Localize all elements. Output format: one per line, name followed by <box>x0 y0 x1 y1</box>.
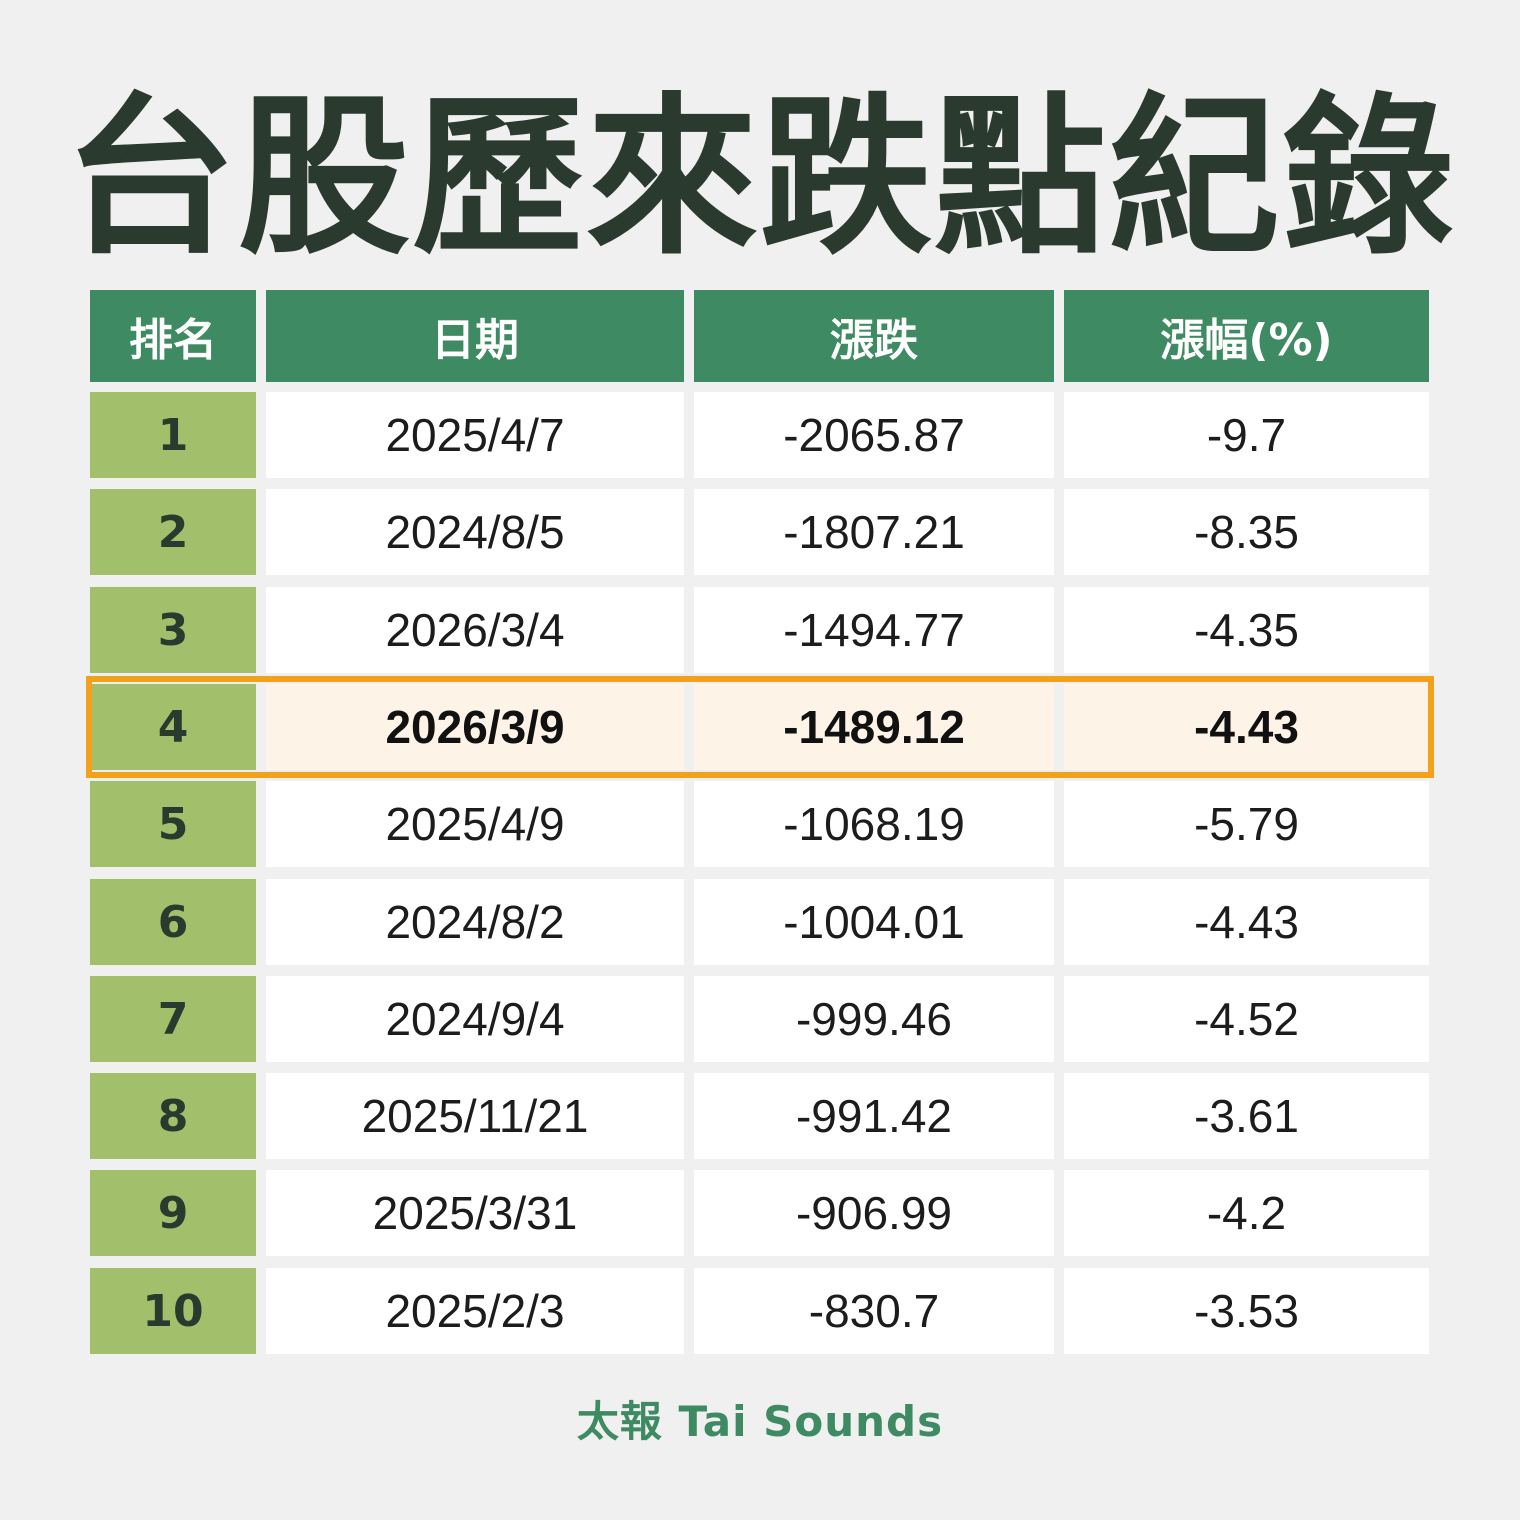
cell-date: 2025/11/21 <box>266 1073 684 1159</box>
cell-change: -1004.01 <box>694 879 1054 965</box>
cell-rank: 1 <box>90 392 256 478</box>
cell-date: 2025/4/7 <box>266 392 684 478</box>
cell-percent: -5.79 <box>1064 781 1429 867</box>
cell-percent: -4.2 <box>1064 1170 1429 1256</box>
cell-change: -1494.77 <box>694 587 1054 673</box>
cell-date: 2026/3/9 <box>266 684 684 770</box>
cell-rank: 3 <box>90 587 256 673</box>
header-rank: 排名 <box>90 290 256 382</box>
cell-percent: -3.53 <box>1064 1268 1429 1354</box>
cell-rank: 9 <box>90 1170 256 1256</box>
cell-change: -1068.19 <box>694 781 1054 867</box>
cell-date: 2024/8/5 <box>266 489 684 575</box>
cell-change: -1807.21 <box>694 489 1054 575</box>
header-date: 日期 <box>266 290 684 382</box>
page-title: 台股歷來跌點紀錄 <box>64 77 1456 278</box>
cell-percent: -3.61 <box>1064 1073 1429 1159</box>
cell-change: -1489.12 <box>694 684 1054 770</box>
cell-rank: 10 <box>90 1268 256 1354</box>
cell-rank: 8 <box>90 1073 256 1159</box>
cell-rank: 2 <box>90 489 256 575</box>
cell-rank: 5 <box>90 781 256 867</box>
cell-date: 2025/3/31 <box>266 1170 684 1256</box>
cell-percent: -4.43 <box>1064 684 1429 770</box>
header-change: 漲跌 <box>694 290 1054 382</box>
cell-percent: -9.7 <box>1064 392 1429 478</box>
cell-change: -906.99 <box>694 1170 1054 1256</box>
cell-date: 2024/8/2 <box>266 879 684 965</box>
cell-percent: -8.35 <box>1064 489 1429 575</box>
cell-percent: -4.52 <box>1064 976 1429 1062</box>
cell-date: 2024/9/4 <box>266 976 684 1062</box>
cell-change: -991.42 <box>694 1073 1054 1159</box>
header-percent: 漲幅(%) <box>1064 290 1429 382</box>
cell-rank: 4 <box>90 684 256 770</box>
cell-rank: 6 <box>90 879 256 965</box>
cell-percent: -4.35 <box>1064 587 1429 673</box>
cell-change: -2065.87 <box>694 392 1054 478</box>
cell-change: -999.46 <box>694 976 1054 1062</box>
cell-percent: -4.43 <box>1064 879 1429 965</box>
cell-rank: 7 <box>90 976 256 1062</box>
cell-date: 2025/2/3 <box>266 1268 684 1354</box>
cell-date: 2026/3/4 <box>266 587 684 673</box>
cell-change: -830.7 <box>694 1268 1054 1354</box>
footer-brand: 太報 Tai Sounds <box>576 1397 944 1446</box>
cell-date: 2025/4/9 <box>266 781 684 867</box>
